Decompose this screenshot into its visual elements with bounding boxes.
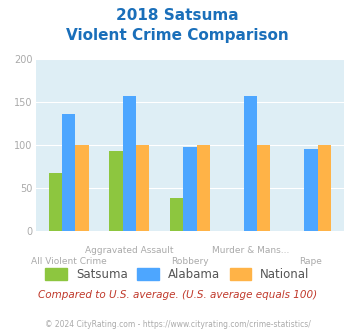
Text: Aggravated Assault: Aggravated Assault <box>85 247 174 255</box>
Bar <box>76 145 89 231</box>
Text: Murder & Mans...: Murder & Mans... <box>212 247 289 255</box>
Bar <box>49 173 62 231</box>
Bar <box>257 145 271 231</box>
Bar <box>136 145 149 231</box>
Text: Rape: Rape <box>300 257 322 266</box>
Bar <box>318 145 331 231</box>
Text: Robbery: Robbery <box>171 257 209 266</box>
Bar <box>123 96 136 231</box>
Text: © 2024 CityRating.com - https://www.cityrating.com/crime-statistics/: © 2024 CityRating.com - https://www.city… <box>45 320 310 329</box>
Legend: Satsuma, Alabama, National: Satsuma, Alabama, National <box>41 263 314 286</box>
Text: Violent Crime Comparison: Violent Crime Comparison <box>66 28 289 43</box>
Bar <box>244 96 257 231</box>
Bar <box>109 151 123 231</box>
Bar <box>197 145 210 231</box>
Text: Compared to U.S. average. (U.S. average equals 100): Compared to U.S. average. (U.S. average … <box>38 290 317 300</box>
Bar <box>183 147 197 231</box>
Bar <box>62 114 76 231</box>
Text: All Violent Crime: All Violent Crime <box>31 257 107 266</box>
Bar <box>170 198 183 231</box>
Bar <box>304 148 318 231</box>
Text: 2018 Satsuma: 2018 Satsuma <box>116 8 239 23</box>
